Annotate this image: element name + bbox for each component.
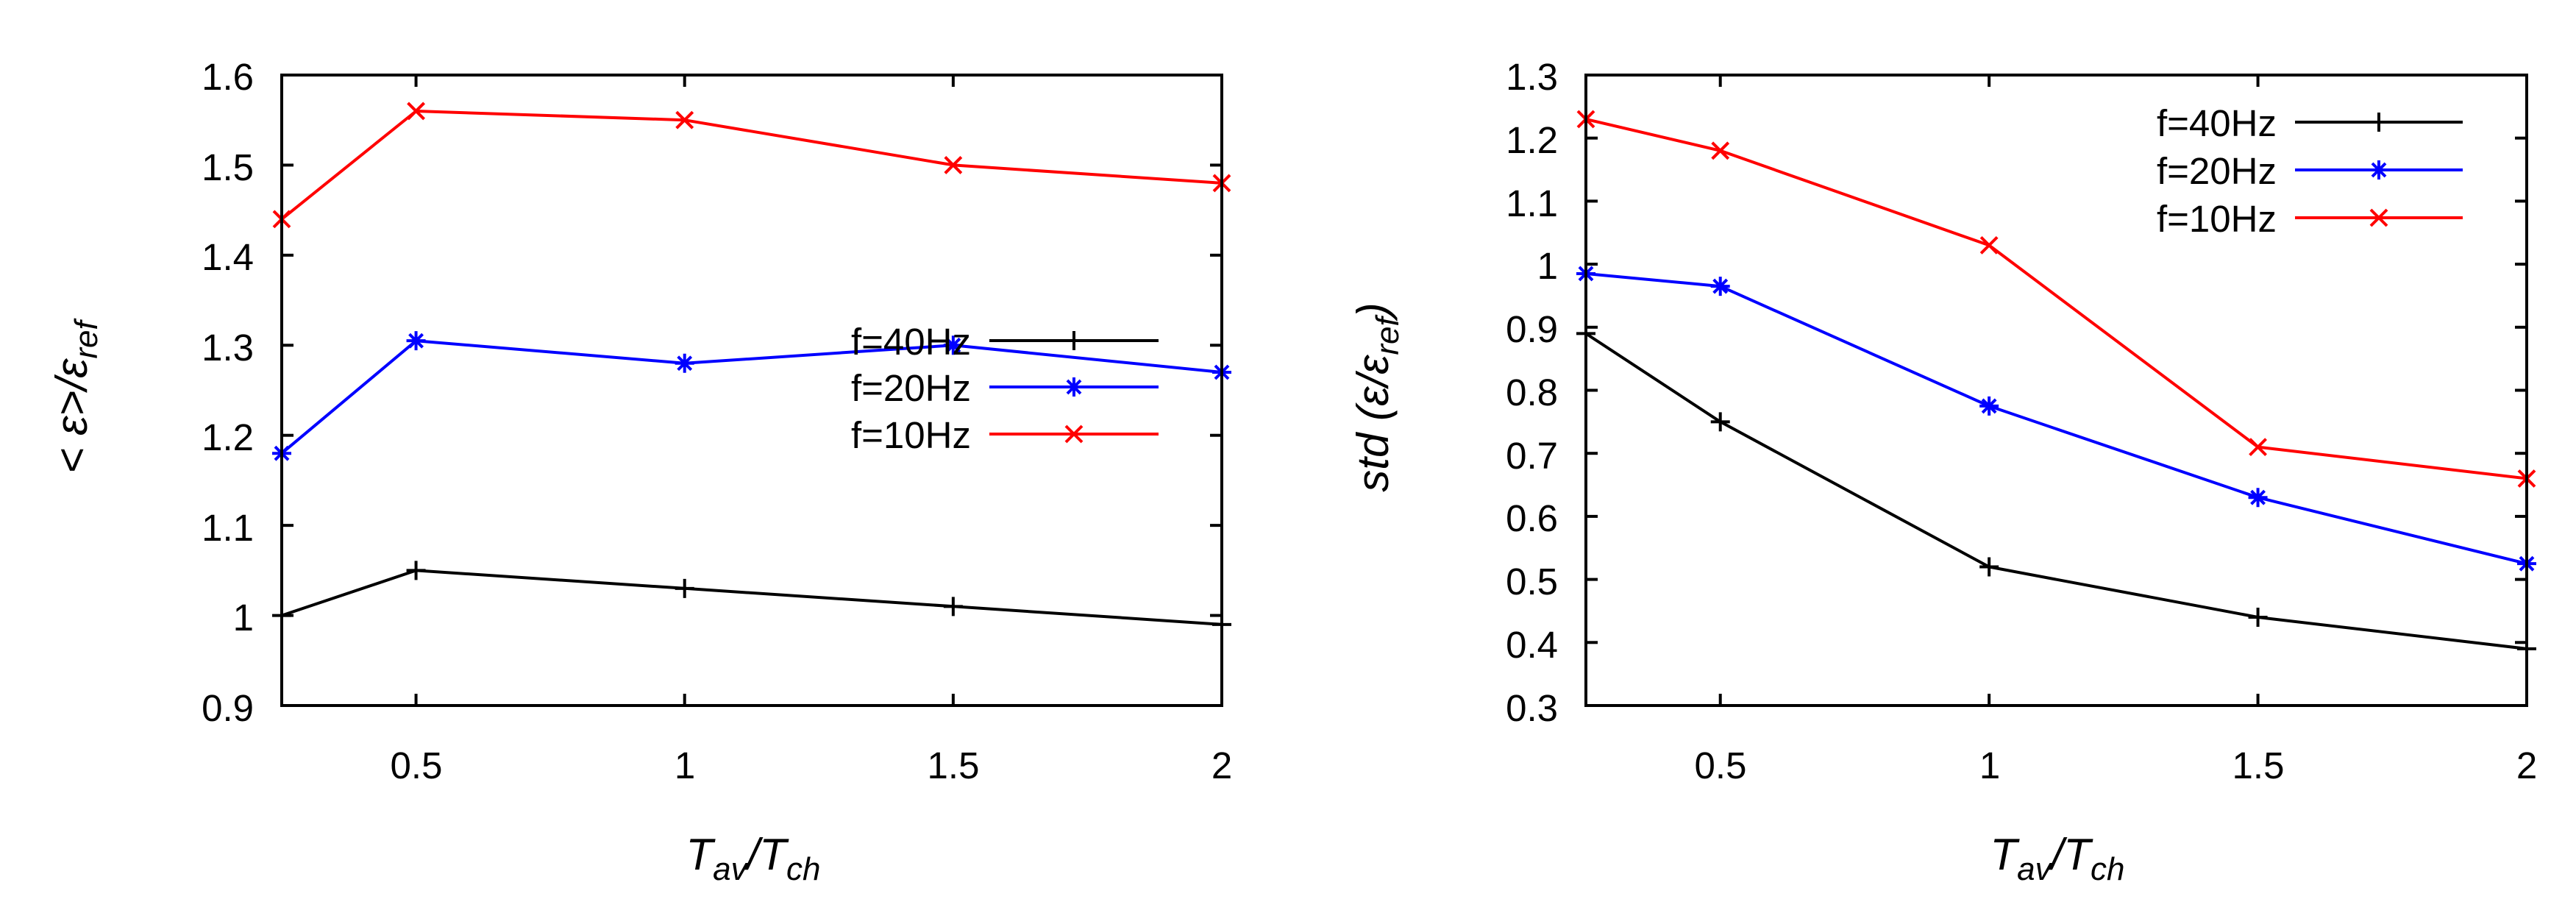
left-x-axis-label: Tav/Tch <box>686 830 821 887</box>
left-y-axis-label: < ε>/εref <box>47 317 104 473</box>
left-data-point-10hz <box>944 156 963 174</box>
right-legend-entry-20hz: f=20Hz <box>2157 150 2463 192</box>
left-series-line-20hz <box>280 339 1223 455</box>
left-data-point-20hz <box>406 331 426 351</box>
left-legend-entry-40hz: f=40Hz <box>851 321 1159 363</box>
left-data-point-20hz <box>675 353 694 373</box>
right-ytick-label: 0.6 <box>1506 497 1558 539</box>
left-data-point-10hz <box>675 110 694 129</box>
x-label-sub-av: av <box>713 851 749 887</box>
left-data-point-10hz <box>407 102 425 121</box>
right-data-point-20hz <box>1979 396 1999 416</box>
right-y-axis-label: std (ε/εref) <box>1348 302 1406 491</box>
right-ytick-label: 0.8 <box>1506 372 1558 413</box>
right-ytick-label: 1.2 <box>1506 119 1558 161</box>
legend-label: f=20Hz <box>851 367 971 409</box>
left-ytick-label: 1.4 <box>202 236 254 278</box>
right-ytick-label: 0.4 <box>1506 624 1558 666</box>
left-xtick-label: 2 <box>1211 745 1232 786</box>
right-ytick-label: 1.1 <box>1506 182 1558 224</box>
left-legend-entry-20hz: f=20Hz <box>851 367 1159 409</box>
left-series-line-40hz <box>281 569 1223 626</box>
x-label-separator: /T <box>744 830 790 879</box>
right-data-point-10hz <box>1979 235 1999 255</box>
right-xtick-label: 1 <box>1979 745 2000 786</box>
legend-label: f=10Hz <box>2157 198 2277 240</box>
legend-marker-20hz <box>2369 160 2388 180</box>
right-ytick-label: 1 <box>1537 245 1558 287</box>
left-ytick-label: 1.2 <box>202 416 254 458</box>
right-legend: f=40Hz f=20Hz f=10Hz <box>2157 102 2463 240</box>
left-xtick-labels: 0.5 1 1.5 2 <box>391 745 1233 786</box>
right-data-point-40hz <box>1979 557 1999 577</box>
right-xtick-label: 0.5 <box>1695 745 1747 786</box>
right-data-point-10hz <box>1711 141 1730 160</box>
legend-label: f=20Hz <box>2157 150 2277 192</box>
right-series-line-40hz <box>1584 332 2527 650</box>
x-label-separator: /T <box>2049 830 2094 879</box>
right-ytick-label: 0.9 <box>1506 308 1558 350</box>
right-ytick-label: 0.5 <box>1506 561 1558 603</box>
x-label-sub-ch: ch <box>2091 851 2124 887</box>
x-label-main: T <box>686 830 716 879</box>
right-series-layer <box>1576 110 2536 658</box>
right-ytick-label: 0.3 <box>1506 687 1558 729</box>
left-data-point-40hz <box>406 561 426 580</box>
right-xtick-labels: 0.5 1 1.5 2 <box>1695 745 2538 786</box>
x-label-main: T <box>1990 830 2021 879</box>
left-ytick-label: 1.6 <box>202 56 254 98</box>
x-label-sub-ch: ch <box>786 851 820 887</box>
left-ytick-label: 1 <box>233 597 254 639</box>
right-series-line-20hz <box>1585 272 2527 566</box>
left-ytick-labels: 0.9 1 1.1 1.2 1.3 1.4 1.5 1.6 <box>202 56 254 729</box>
y-label-main: std (ε/ε <box>1348 354 1398 492</box>
left-data-point-20hz <box>943 335 963 355</box>
left-data-point-40hz <box>675 578 694 598</box>
left-xtick-label: 1.5 <box>928 745 980 786</box>
legend-label: f=10Hz <box>851 414 971 456</box>
y-label-main: < ε>/ε <box>47 358 96 474</box>
axis-tick-marks <box>282 74 2528 707</box>
right-xtick-label: 2 <box>2516 745 2537 786</box>
left-ytick-label: 1.5 <box>202 146 254 188</box>
right-data-point-10hz <box>2249 438 2267 457</box>
left-ytick-label: 1.1 <box>202 507 254 549</box>
legend-marker-20hz <box>1064 377 1084 397</box>
left-series-layer <box>272 102 1231 634</box>
left-ytick-label: 1.3 <box>202 327 254 369</box>
right-data-point-20hz <box>1710 277 1730 296</box>
chart-mean-epsilon: 0.9 1 1.1 1.2 1.3 1.4 1.5 1.6 0.5 1 1.5 … <box>47 56 1232 887</box>
chart-std-epsilon: 0.3 0.4 0.5 0.6 0.7 0.8 0.9 1 1.1 1.2 1.… <box>1348 56 2537 887</box>
right-ytick-label: 0.7 <box>1506 435 1558 477</box>
left-series-line-10hz <box>280 110 1223 221</box>
x-label-sub-av: av <box>2017 851 2053 887</box>
y-label-sub: ref <box>68 317 104 358</box>
left-data-point-40hz <box>943 597 963 616</box>
legend-marker-40hz <box>2369 113 2388 132</box>
right-x-axis-label: Tav/Tch <box>1990 830 2125 887</box>
right-data-point-40hz <box>2248 608 2268 628</box>
left-legend: f=40Hz f=20Hz f=10Hz <box>851 321 1159 456</box>
right-data-point-40hz <box>1710 412 1730 432</box>
legend-marker-10hz <box>2369 208 2388 227</box>
legend-label: f=40Hz <box>2157 102 2277 144</box>
legend-label: f=40Hz <box>851 321 971 363</box>
right-data-point-20hz <box>2248 488 2268 508</box>
legend-marker-40hz <box>1064 331 1084 350</box>
right-legend-entry-40hz: f=40Hz <box>2157 102 2463 144</box>
right-xtick-label: 1.5 <box>2232 745 2285 786</box>
left-legend-entry-10hz: f=10Hz <box>851 414 1159 456</box>
left-xtick-label: 0.5 <box>391 745 443 786</box>
y-label-sub: ref <box>1370 314 1406 355</box>
left-xtick-label: 1 <box>675 745 695 786</box>
right-legend-entry-10hz: f=10Hz <box>2157 198 2463 240</box>
left-ytick-label: 0.9 <box>202 687 254 729</box>
left-plot-area <box>280 74 1223 707</box>
right-ytick-labels: 0.3 0.4 0.5 0.6 0.7 0.8 0.9 1 1.1 1.2 1.… <box>1506 56 1558 729</box>
legend-marker-10hz <box>1064 424 1084 444</box>
right-ytick-label: 1.3 <box>1506 56 1558 98</box>
